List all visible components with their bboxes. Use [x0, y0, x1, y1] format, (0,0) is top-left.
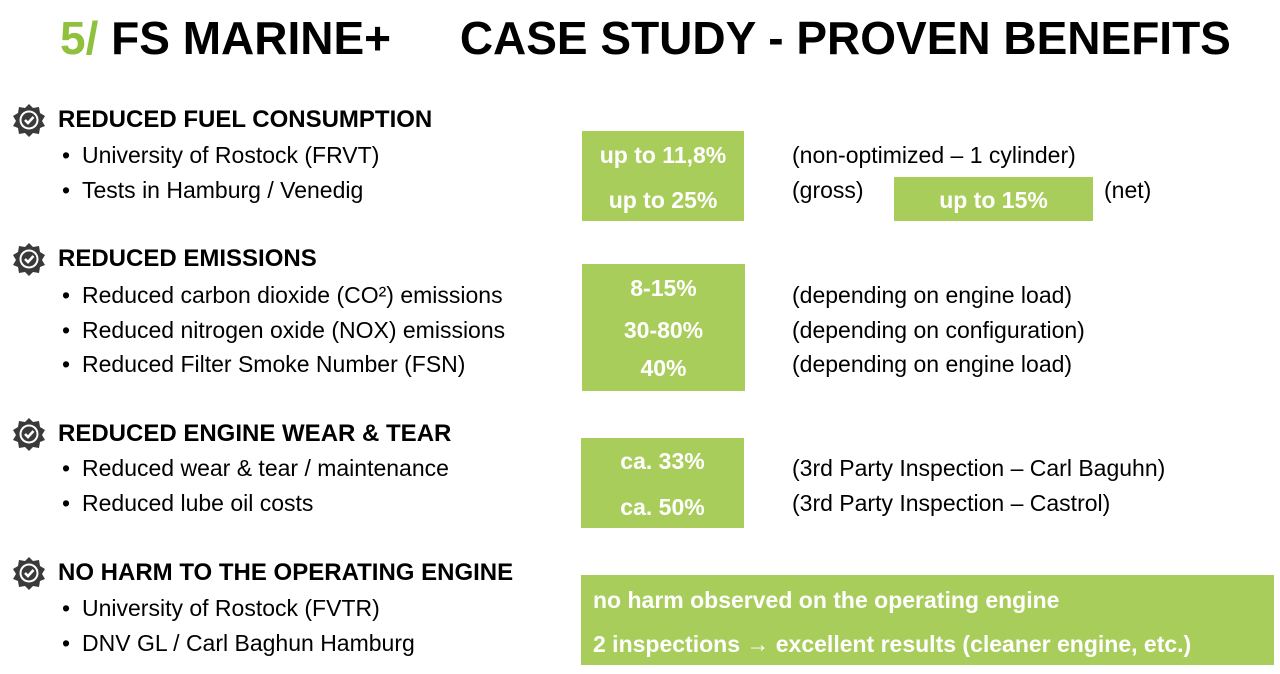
- list-item: • Reduced wear & tear / maintenance: [62, 455, 449, 481]
- section-heading-no-harm: NO HARM TO THE OPERATING ENGINE: [12, 557, 513, 590]
- value-text: up to 15%: [939, 187, 1048, 213]
- list-item: • Reduced lube oil costs: [62, 490, 314, 516]
- check-badge-icon: [13, 418, 45, 451]
- note-text: (gross): [792, 177, 864, 203]
- check-badge-icon: [13, 104, 45, 137]
- value-text: ca. 50%: [620, 494, 705, 520]
- note-text: (3rd Party Inspection – Castrol): [792, 490, 1111, 516]
- section-heading-emissions: REDUCED EMISSIONS: [12, 243, 317, 276]
- value-box-net: up to 15%: [894, 177, 1093, 221]
- value-box-fuel: up to 11,8% up to 25%: [582, 131, 744, 221]
- check-badge-icon: [13, 243, 45, 276]
- note-text: (3rd Party Inspection – Carl Baguhn): [792, 455, 1166, 481]
- value-text: 8-15%: [630, 275, 697, 301]
- value-text: up to 11,8%: [599, 142, 727, 168]
- page-title: 5/ FS MARINE+ CASE STUDY - PROVEN BENEFI…: [60, 8, 1231, 68]
- list-item: • Reduced Filter Smoke Number (FSN): [62, 351, 466, 377]
- note-text: (net): [1104, 177, 1152, 203]
- value-text: 30-80%: [623, 317, 704, 343]
- note-text: (non-optimized – 1 cylinder): [792, 142, 1076, 168]
- value-text: no harm observed on the operating engine: [593, 587, 1060, 613]
- list-item: • Reduced carbon dioxide (CO²) emissions: [62, 282, 503, 308]
- brand-name: FS MARINE+: [111, 12, 392, 64]
- section-heading-wear: REDUCED ENGINE WEAR & TEAR: [12, 418, 451, 451]
- value-text: 40%: [640, 355, 687, 381]
- list-item: • Reduced nitrogen oxide (NOX) emissions: [62, 317, 506, 343]
- note-text: (depending on engine load): [792, 282, 1073, 308]
- value-box-no-harm: no harm observed on the operating engine…: [581, 575, 1274, 665]
- value-box-wear: ca. 33% ca. 50%: [581, 438, 744, 528]
- value-box-emissions: 8-15% 30-80% 40%: [582, 264, 745, 391]
- headline: CASE STUDY - PROVEN BENEFITS: [459, 12, 1231, 64]
- list-item: • Tests in Hamburg / Venedig: [62, 177, 364, 203]
- list-item: • DNV GL / Carl Baghun Hamburg: [62, 630, 415, 656]
- slide-number: 5/: [60, 12, 99, 64]
- section-heading-fuel: REDUCED FUEL CONSUMPTION: [12, 104, 432, 137]
- list-item: • University of Rostock (FVTR): [62, 595, 380, 621]
- list-item: • University of Rostock (FRVT): [62, 142, 380, 168]
- check-badge-icon: [13, 557, 45, 590]
- value-text: up to 25%: [608, 187, 718, 213]
- note-text: (depending on configuration): [792, 317, 1085, 343]
- value-text: 2 inspections → excellent results (clean…: [593, 631, 1192, 657]
- note-text: (depending on engine load): [792, 351, 1073, 377]
- value-text: ca. 33%: [620, 448, 705, 474]
